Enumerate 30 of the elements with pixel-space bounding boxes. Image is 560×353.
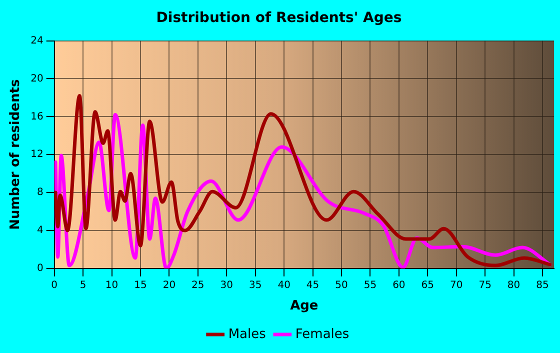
y-tick-label: 0 [36,262,44,274]
x-tick-label: 35 [248,280,262,291]
x-tick-label: 5 [80,280,86,291]
x-tick-label: 60 [392,280,406,291]
x-tick-label: 70 [450,280,463,291]
x-tick-label: 15 [134,280,147,291]
x-tick-label: 55 [364,280,377,291]
x-tick-label: 85 [536,280,549,291]
x-tick-label: 65 [421,280,434,291]
x-tick-label: 80 [507,280,520,291]
y-tick-label: 4 [36,225,44,236]
y-tick-label: 24 [30,35,44,46]
y-tick-label: 20 [30,73,44,84]
x-tick-label: 30 [220,280,233,291]
x-tick-label: 20 [162,280,176,291]
chart-title: Distribution of Residents' Ages [156,10,402,26]
legend-label: Females [295,326,350,342]
x-tick-label: 0 [51,280,58,291]
y-tick-label: 16 [30,111,44,122]
y-tick-label: 8 [36,187,44,198]
x-tick-label: 40 [278,280,290,291]
x-tick-label: 10 [105,280,118,291]
x-tick-label: 75 [478,280,492,291]
x-tick-label: 50 [335,280,348,291]
y-tick-label: 12 [30,149,44,160]
legend-label: Males [228,326,266,342]
y-axis-title: Number of residents [8,79,24,230]
x-axis-title: Age [290,298,318,314]
x-tick-label: 45 [306,280,320,291]
x-tick-label: 25 [192,280,204,291]
